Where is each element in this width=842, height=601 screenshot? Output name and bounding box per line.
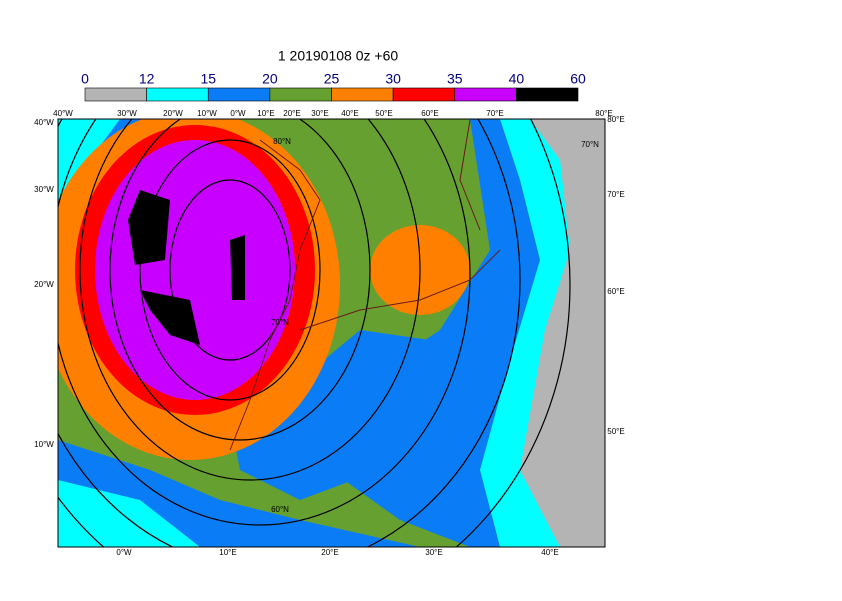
inner-label: 80°N <box>273 137 291 146</box>
colorbar-label: 25 <box>324 71 340 87</box>
right-label: 60°E <box>607 287 624 296</box>
map-frame <box>57 118 606 548</box>
colorbar-label: 20 <box>262 71 278 87</box>
top-label: 70°E <box>486 109 503 118</box>
top-label: 0°W <box>230 109 246 118</box>
left-label: 30°W <box>34 185 54 194</box>
colorbar-segment <box>331 87 394 102</box>
bottom-label: 40°E <box>541 548 558 557</box>
inner-label: 60°N <box>271 505 289 514</box>
map-field <box>58 119 605 547</box>
colorbar-label: 15 <box>200 71 216 87</box>
colorbar-segment <box>269 87 332 102</box>
bottom-label: 30°E <box>425 548 442 557</box>
colorbar-segment <box>392 87 456 102</box>
inner-label: 70°N <box>581 140 599 149</box>
left-label: 20°W <box>34 280 54 289</box>
colorbar-segment <box>516 87 579 102</box>
top-label: 80°E <box>595 109 612 118</box>
title: 1 20190108 0z +60 <box>278 48 398 64</box>
top-label: 40°E <box>341 109 358 118</box>
top-label: 10°W <box>197 109 217 118</box>
bottom-label: 0°W <box>116 548 132 557</box>
bottom-label: 20°E <box>321 548 338 557</box>
top-label: 30°W <box>117 109 137 118</box>
left-label: 10°W <box>34 440 54 449</box>
top-label: 20°W <box>163 109 183 118</box>
right-label: 50°E <box>607 427 624 436</box>
colorbar-label: 0 <box>81 71 89 87</box>
left-label: 40°W <box>34 118 54 127</box>
bottom-label: 10°E <box>219 548 236 557</box>
colorbar-label: 40 <box>509 71 525 87</box>
top-label: 10°E <box>257 109 274 118</box>
top-label: 20°E <box>283 109 300 118</box>
colorbar-segment <box>207 87 271 102</box>
colorbar-segment <box>454 87 517 102</box>
colorbar: 0 12 15 20 25 30 35 40 60 <box>81 71 586 102</box>
right-label: 70°E <box>607 190 624 199</box>
colorbar-segment <box>146 87 209 102</box>
top-label: 60°E <box>421 109 438 118</box>
inner-label: 70°N <box>271 318 289 327</box>
colorbar-label: 60 <box>570 71 586 87</box>
colorbar-label: 30 <box>385 71 401 87</box>
colorbar-label: 35 <box>447 71 463 87</box>
top-label: 50°E <box>375 109 392 118</box>
colorbar-segment <box>84 87 147 102</box>
top-label: 30°E <box>311 109 328 118</box>
top-label: 40°W <box>53 109 73 118</box>
map-labels: 40°W 30°W 20°W 10°W 0°W 10°E 20°E 30°E 40°E 50°E 6… <box>34 109 625 557</box>
right-label: 80°E <box>607 115 624 124</box>
colorbar-label: 12 <box>139 71 155 87</box>
